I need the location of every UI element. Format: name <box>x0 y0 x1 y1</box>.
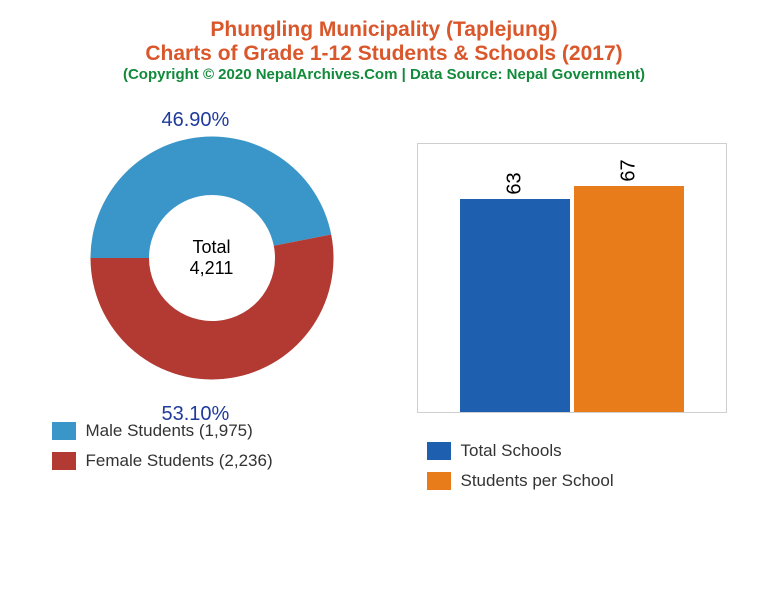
legend-swatch-totalschools <box>427 442 451 460</box>
bar-chart-section: 6367 Total Schools Students per School <box>417 103 727 501</box>
bars-wrap: 6367 <box>418 144 726 412</box>
donut-chart-section: 46.90% Total 4,211 53.10% Male Students … <box>42 103 382 481</box>
donut-legend: Male Students (1,975) Female Students (2… <box>42 421 382 471</box>
donut-total-label: Total <box>190 237 234 258</box>
bar-chart: 6367 <box>417 143 727 413</box>
donut-center: Total 4,211 <box>190 237 234 279</box>
legend-label-sps: Students per School <box>461 471 614 491</box>
bar-value-label: 67 <box>617 159 640 181</box>
legend-item-totalschools: Total Schools <box>427 441 727 461</box>
bar-value-label: 63 <box>503 173 526 195</box>
charts-row: 46.90% Total 4,211 53.10% Male Students … <box>24 103 744 501</box>
bar-legend: Total Schools Students per School <box>417 441 727 491</box>
title-block: Phungling Municipality (Taplejung) Chart… <box>24 18 744 83</box>
legend-swatch-sps <box>427 472 451 490</box>
donut-total-value: 4,211 <box>190 258 234 279</box>
female-percent-label: 53.10% <box>162 403 230 426</box>
legend-item-sps: Students per School <box>427 471 727 491</box>
bar: 63 <box>460 199 570 412</box>
copyright-line: (Copyright © 2020 NepalArchives.Com | Da… <box>24 66 744 83</box>
title-line1: Phungling Municipality (Taplejung) <box>24 18 744 42</box>
legend-label-totalschools: Total Schools <box>461 441 562 461</box>
bar: 67 <box>574 186 684 412</box>
donut-wrap: Total 4,211 <box>77 123 347 393</box>
legend-swatch-male <box>52 422 76 440</box>
legend-item-female: Female Students (2,236) <box>52 451 382 471</box>
title-line2: Charts of Grade 1-12 Students & Schools … <box>24 42 744 66</box>
legend-swatch-female <box>52 452 76 470</box>
legend-label-female: Female Students (2,236) <box>86 451 273 471</box>
